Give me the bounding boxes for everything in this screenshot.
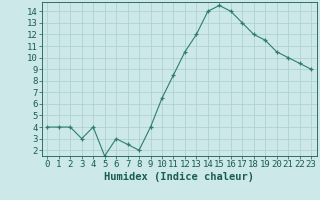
X-axis label: Humidex (Indice chaleur): Humidex (Indice chaleur) xyxy=(104,172,254,182)
